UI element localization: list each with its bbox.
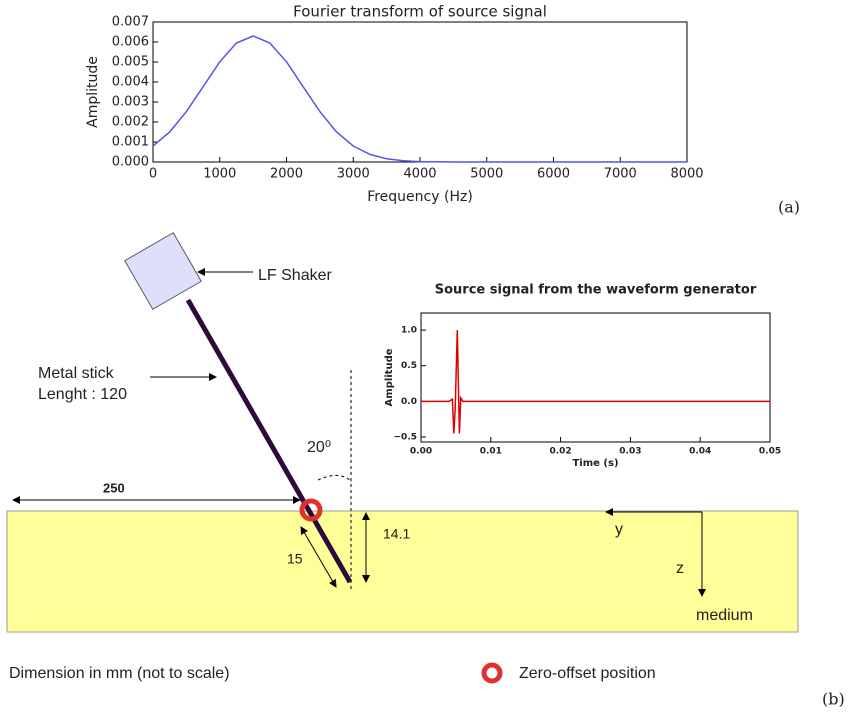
x-tick-label: 4000 (403, 167, 436, 182)
x-tick-label: 0.02 (549, 447, 571, 457)
x-tick-label: 0.04 (689, 447, 711, 457)
x-tick-label: 1000 (203, 167, 236, 182)
x-tick-label: 3000 (337, 167, 370, 182)
label: LF Shaker (258, 267, 332, 284)
x-tick-label: 6000 (537, 167, 570, 182)
y-tick-label: 0.5 (401, 361, 417, 371)
data-line (152, 35, 687, 163)
y-tick-label: −0.5 (394, 433, 417, 443)
y-tick-label: 0.000 (112, 155, 149, 170)
y-tick-label: 0.002 (112, 115, 149, 130)
y-axis-label: Amplitude (384, 348, 395, 406)
label: y (615, 521, 623, 538)
y-tick-label: 0.001 (112, 135, 149, 150)
x-tick-label: 0.00 (410, 447, 432, 457)
chart: Fourier transform of source signal Freque… (85, 3, 704, 206)
plot-frame (152, 21, 688, 163)
x-tick-label: 0.01 (480, 447, 502, 457)
y-tick-label: 1.0 (401, 326, 417, 336)
panel-label: (b) (822, 690, 845, 709)
label: 15 (287, 551, 303, 567)
dimension-line (300, 526, 337, 588)
panel-label: (a) (778, 198, 800, 217)
y-axis-label: Amplitude (85, 56, 101, 128)
x-axis-label: Time (s) (572, 458, 618, 469)
y-tick-label: 0.0 (401, 397, 417, 407)
shaker (124, 232, 202, 310)
x-tick-label: 8000 (670, 167, 703, 182)
y-tick-label: 0.005 (112, 55, 149, 70)
medium-block (6, 510, 799, 633)
label: 14.1 (383, 526, 410, 542)
label: medium (696, 607, 753, 624)
y-tick-label: 0.006 (112, 35, 149, 50)
label: Dimension in mm (not to scale) (9, 665, 230, 682)
x-tick-label: 0.03 (619, 447, 641, 457)
data-line (421, 330, 770, 434)
x-tick-label: 0.05 (759, 447, 781, 457)
angle-arc (317, 475, 353, 483)
label: Lenght : 120 (38, 386, 127, 403)
y-tick-label: 0.007 (112, 15, 149, 30)
chart-title: Fourier transform of source signal (293, 3, 547, 21)
x-tick-label: 7000 (604, 167, 637, 182)
legend-marker (481, 662, 503, 684)
y-tick-label: 0.003 (112, 95, 149, 110)
label: Metal stick (38, 365, 115, 382)
x-axis-label: Frequency (Hz) (367, 189, 473, 205)
x-tick-label: 2000 (270, 167, 303, 182)
x-tick-label: 0 (149, 167, 157, 182)
label: Zero-offset position (519, 665, 656, 682)
plot-frame (420, 312, 771, 443)
y-tick-label: 0.004 (112, 75, 149, 90)
label: 20⁰ (307, 439, 331, 456)
label: 250 (103, 480, 125, 495)
zero-offset-marker (299, 498, 323, 522)
chart: Source signal from the waveform generato… (384, 283, 781, 470)
diagram: LF Shaker Metal stick Lenght : 120 20⁰ 2… (6, 232, 799, 684)
label: z (676, 560, 684, 577)
chart-title: Source signal from the waveform generato… (435, 283, 757, 298)
x-tick-label: 5000 (470, 167, 503, 182)
